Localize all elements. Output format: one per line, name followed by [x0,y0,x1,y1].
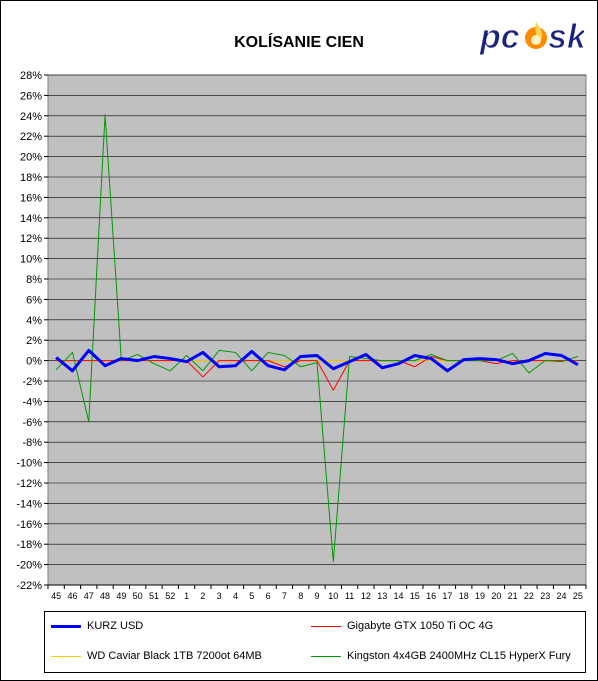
y-tick-label: -4% [22,396,42,408]
y-tick-label: 18% [20,172,42,184]
x-tick-label: 9 [314,591,319,601]
plot-area [47,74,587,586]
chart-title: KOLÍSANIE CIEN [234,34,364,51]
y-tick-label: 28% [20,70,42,82]
y-tick-label: 2% [26,335,42,347]
y-tick-label: 14% [20,213,42,225]
x-tick-label: 45 [51,591,61,601]
x-tick-label: 23 [540,591,550,601]
y-tick-label: -16% [16,519,42,531]
legend-swatch [311,656,341,657]
x-tick-label: 17 [442,591,452,601]
y-tick-label: 4% [26,315,42,327]
x-tick-label: 24 [557,591,567,601]
x-tick-label: 10 [328,591,338,601]
x-tick-label: 20 [491,591,501,601]
y-tick-label: 6% [26,294,42,306]
x-tick-label: 46 [67,591,77,601]
y-tick-label: 20% [20,152,42,164]
y-tick-label: 16% [20,192,42,204]
legend-swatch [51,656,81,657]
y-tick-label: -22% [16,580,42,592]
series-line-0 [55,348,579,373]
y-tick-label: -10% [16,458,42,470]
legend-label: WD Caviar Black 1TB 7200ot 64MB [87,650,262,662]
x-tick-label: 8 [298,591,303,601]
svg-text:sk: sk [548,18,584,56]
x-tick-label: 6 [266,591,271,601]
y-tick-label: -8% [22,437,42,449]
y-tick-label: 26% [20,90,42,102]
y-tick-label: -20% [16,560,42,572]
x-tick-label: 1 [184,591,189,601]
x-tick-label: 52 [165,591,175,601]
x-tick-label: 49 [116,591,126,601]
x-tick-label: 22 [524,591,534,601]
y-tick-label: 10% [20,254,42,266]
chart-legend: KURZ USD Gigabyte GTX 1050 Ti OC 4G WD Cav… [44,611,586,673]
y-tick-label: 12% [20,233,42,245]
x-tick-label: 7 [282,591,287,601]
legend-label: Gigabyte GTX 1050 Ti OC 4G [347,620,494,632]
x-tick-label: 25 [573,591,583,601]
legend-swatch [51,625,81,628]
x-tick-label: 21 [508,591,518,601]
x-tick-label: 14 [394,591,404,601]
legend-swatch [311,626,341,627]
line-chart: -22% -20% -18% -16% -14% -12% -10% -8% -6% -4% -2%… [16,70,587,601]
brand-logo: pc sk [479,14,589,58]
y-tick-label: 24% [20,111,42,123]
svg-text:pc: pc [480,18,520,56]
x-tick-label: 50 [133,591,143,601]
x-tick-label: 13 [377,591,387,601]
y-tick-label: 8% [26,274,42,286]
y-tick-label: 22% [20,131,42,143]
x-tick-label: 15 [410,591,420,601]
legend-label: KURZ USD [87,620,144,632]
x-tick-label: 11 [345,591,354,601]
x-tick-label: 51 [149,591,159,601]
x-tick-label: 19 [475,591,485,601]
y-tick-label: -18% [16,539,42,551]
x-tick-label: 2 [200,591,205,601]
legend-label: Kingston 4x4GB 2400MHz CL15 HyperX Fury [347,650,571,662]
x-tick-label: 48 [100,591,110,601]
y-tick-label: -12% [16,478,42,490]
x-tick-label: 16 [426,591,436,601]
y-tick-label: -6% [22,417,42,429]
x-tick-label: 5 [249,591,254,601]
x-tick-label: 3 [217,591,222,601]
y-tick-label: -2% [22,376,42,388]
y-tick-label: -14% [16,498,42,510]
y-tick-label: 0% [26,356,42,368]
x-tick-label: 18 [459,591,469,601]
x-tick-label: 47 [84,591,94,601]
x-tick-label: 4 [233,591,238,601]
x-tick-label: 12 [361,591,371,601]
